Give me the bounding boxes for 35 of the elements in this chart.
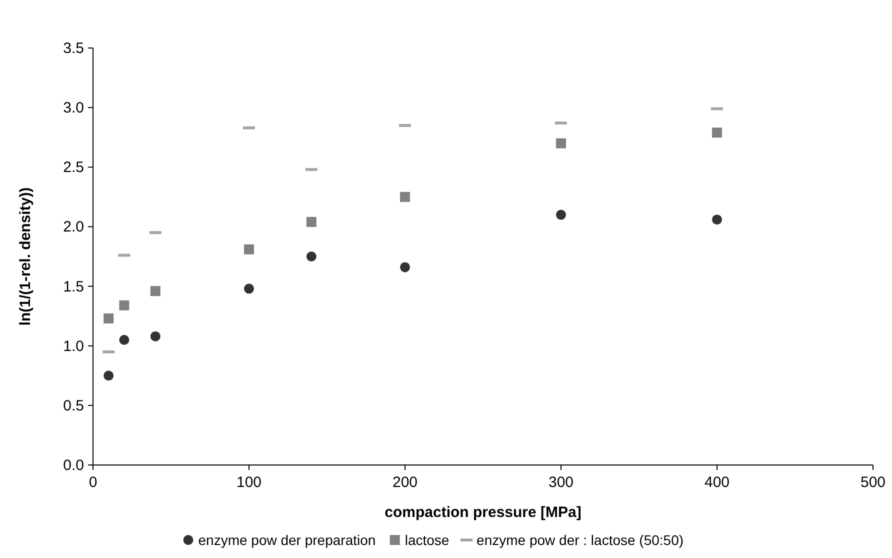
- y-tick-label: 2.0: [63, 218, 84, 236]
- y-tick-label: 3.5: [63, 40, 84, 57]
- x-axis-title: compaction pressure [MPa]: [384, 504, 582, 521]
- point: [244, 244, 254, 254]
- point: [150, 331, 160, 342]
- y-tick-label: 1.0: [63, 338, 84, 355]
- point: [712, 128, 722, 138]
- y-tick-label: 0.0: [63, 457, 84, 474]
- x-tick-label: 0: [88, 474, 98, 491]
- point: [556, 138, 566, 148]
- point: [104, 370, 114, 381]
- y-tick-label: 2.5: [63, 159, 84, 176]
- y-tick-label: 0.5: [63, 397, 84, 414]
- y-tick-label: 3.0: [63, 100, 84, 117]
- x-tick-label: 100: [236, 474, 262, 491]
- point: [244, 284, 254, 294]
- point: [400, 262, 410, 272]
- x-tick-label: 400: [704, 474, 730, 491]
- x-tick-label: 500: [860, 474, 886, 491]
- x-tick-label: 300: [548, 474, 574, 491]
- point: [119, 300, 130, 310]
- legend-label: enzyme pow der : lactose (50:50): [476, 532, 684, 548]
- point: [400, 192, 410, 202]
- y-tick-label: 1.5: [63, 278, 84, 296]
- point: [556, 210, 566, 220]
- point: [104, 313, 114, 324]
- y-axis-title: ln(1/(1-rel. density)): [17, 187, 34, 326]
- point: [119, 334, 130, 345]
- point: [306, 216, 316, 227]
- legend-label: lactose: [404, 532, 450, 548]
- x-tick-label: 200: [392, 474, 418, 491]
- legend-label: enzyme pow der preparation: [198, 532, 376, 548]
- point: [306, 252, 316, 262]
- point: [150, 286, 160, 296]
- point: [712, 214, 722, 225]
